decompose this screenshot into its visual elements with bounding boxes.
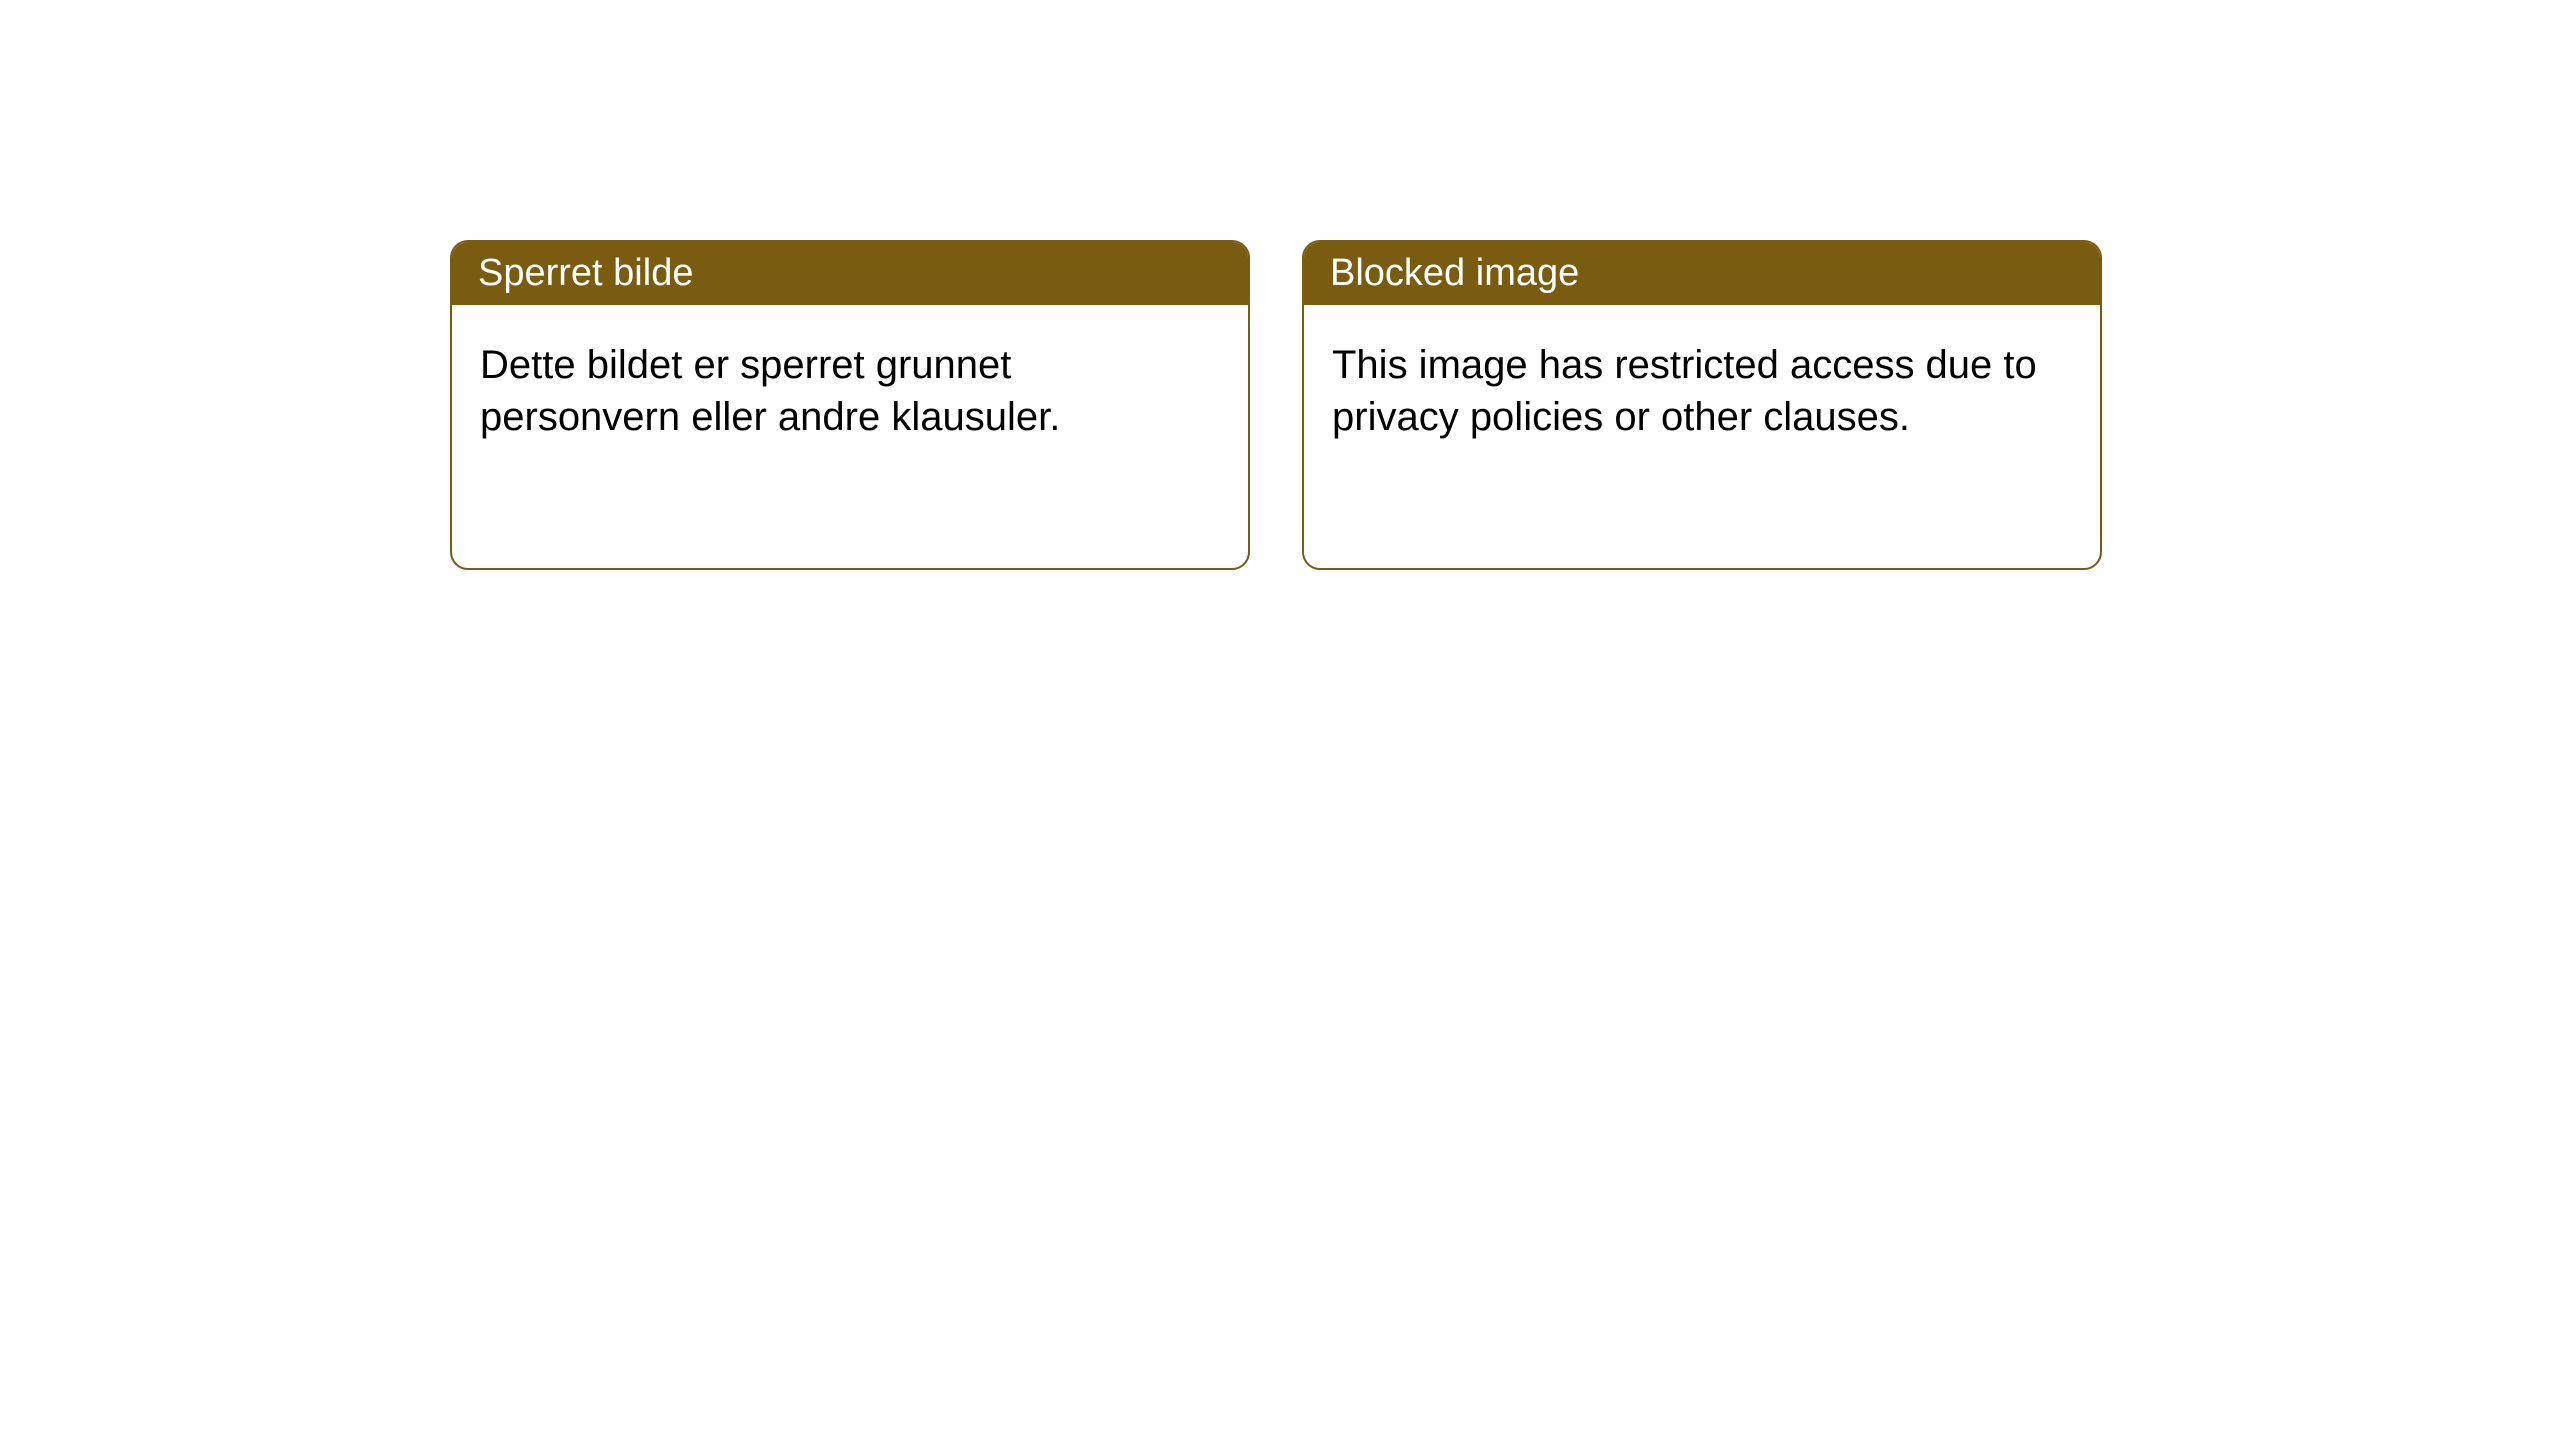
card-title-no: Sperret bilde bbox=[478, 252, 693, 294]
card-header-en: Blocked image bbox=[1304, 242, 2100, 305]
card-body-en: This image has restricted access due to … bbox=[1304, 305, 2100, 477]
cards-container: Sperret bilde Dette bildet er sperret gr… bbox=[0, 0, 2560, 570]
blocked-image-card-no: Sperret bilde Dette bildet er sperret gr… bbox=[450, 240, 1250, 570]
card-title-en: Blocked image bbox=[1330, 252, 1579, 294]
card-message-no: Dette bildet er sperret grunnet personve… bbox=[480, 343, 1060, 439]
card-message-en: This image has restricted access due to … bbox=[1332, 343, 2037, 439]
card-body-no: Dette bildet er sperret grunnet personve… bbox=[452, 305, 1248, 477]
blocked-image-card-en: Blocked image This image has restricted … bbox=[1302, 240, 2102, 570]
card-header-no: Sperret bilde bbox=[452, 242, 1248, 305]
